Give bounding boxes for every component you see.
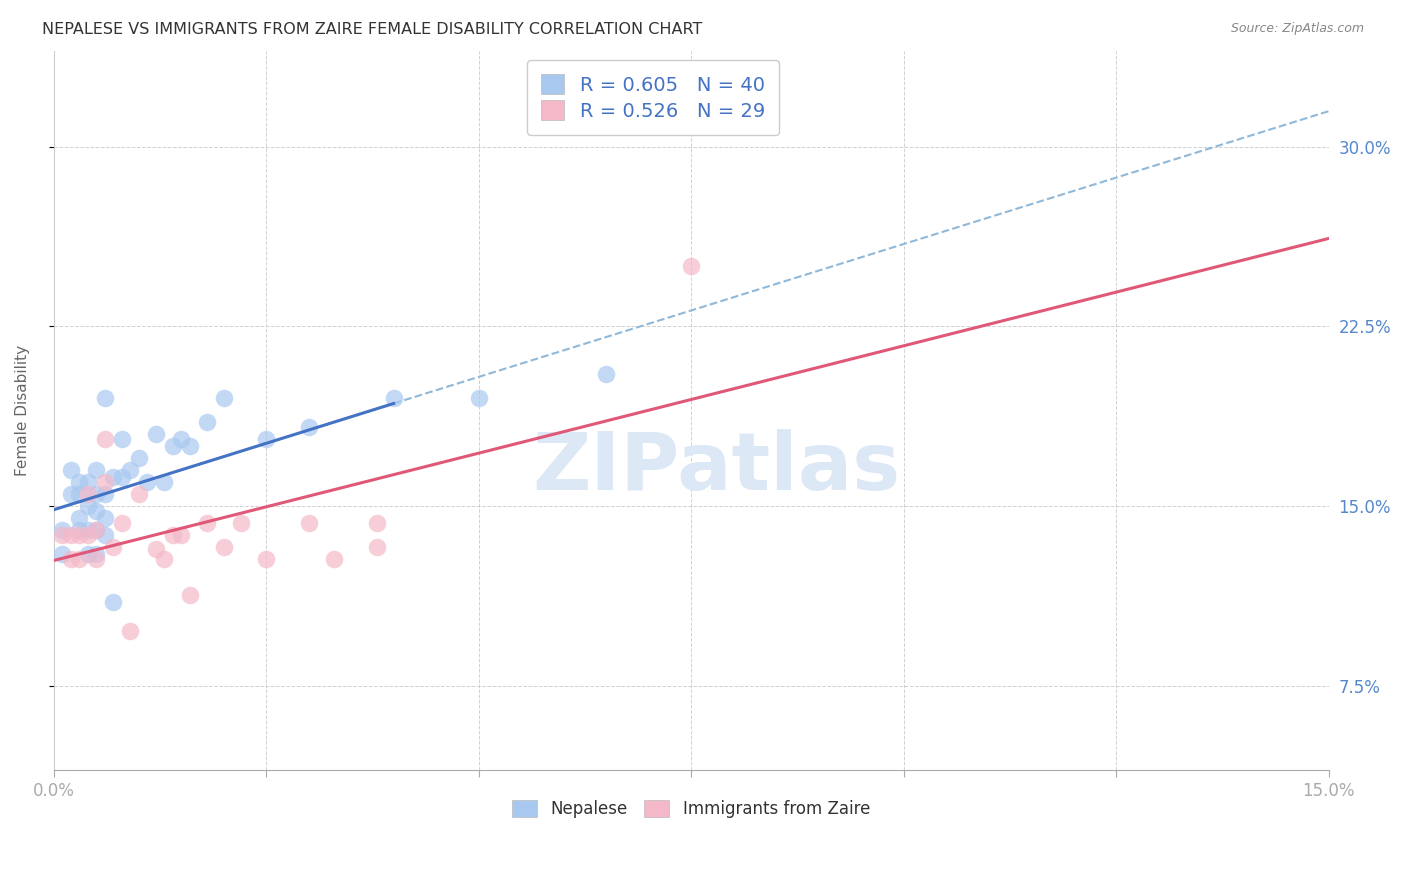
Point	[101, 470, 124, 484]
Point	[145, 542, 167, 557]
Point	[51, 547, 73, 561]
Point	[229, 516, 252, 530]
Point	[84, 463, 107, 477]
Point	[93, 487, 115, 501]
Point	[51, 528, 73, 542]
Point	[323, 552, 346, 566]
Point	[84, 504, 107, 518]
Point	[84, 547, 107, 561]
Point	[110, 470, 132, 484]
Point	[145, 427, 167, 442]
Point	[59, 552, 82, 566]
Point	[298, 516, 321, 530]
Point	[170, 432, 193, 446]
Point	[195, 415, 218, 429]
Point	[76, 547, 98, 561]
Point	[67, 487, 90, 501]
Point	[84, 487, 107, 501]
Text: NEPALESE VS IMMIGRANTS FROM ZAIRE FEMALE DISABILITY CORRELATION CHART: NEPALESE VS IMMIGRANTS FROM ZAIRE FEMALE…	[42, 22, 703, 37]
Point	[59, 487, 82, 501]
Point	[67, 475, 90, 490]
Text: Source: ZipAtlas.com: Source: ZipAtlas.com	[1230, 22, 1364, 36]
Point	[67, 511, 90, 525]
Point	[195, 516, 218, 530]
Point	[93, 392, 115, 406]
Point	[93, 528, 115, 542]
Point	[59, 528, 82, 542]
Point	[467, 392, 489, 406]
Point	[93, 511, 115, 525]
Point	[101, 595, 124, 609]
Point	[84, 523, 107, 537]
Point	[76, 487, 98, 501]
Point	[110, 516, 132, 530]
Point	[101, 540, 124, 554]
Point	[76, 523, 98, 537]
Point	[76, 500, 98, 514]
Point	[51, 523, 73, 537]
Point	[254, 552, 277, 566]
Point	[254, 432, 277, 446]
Point	[128, 487, 150, 501]
Point	[84, 523, 107, 537]
Legend: Nepalese, Immigrants from Zaire: Nepalese, Immigrants from Zaire	[503, 791, 879, 826]
Point	[366, 516, 388, 530]
Point	[595, 368, 617, 382]
Point	[170, 528, 193, 542]
Point	[382, 392, 405, 406]
Point	[366, 540, 388, 554]
Text: ZIPatlas: ZIPatlas	[533, 429, 901, 507]
Point	[59, 463, 82, 477]
Point	[153, 552, 176, 566]
Point	[153, 475, 176, 490]
Point	[120, 463, 142, 477]
Point	[179, 588, 201, 602]
Point	[212, 540, 235, 554]
Y-axis label: Female Disability: Female Disability	[15, 345, 30, 476]
Point	[179, 439, 201, 453]
Point	[93, 432, 115, 446]
Point	[162, 528, 184, 542]
Point	[128, 451, 150, 466]
Point	[67, 528, 90, 542]
Point	[298, 420, 321, 434]
Point	[67, 552, 90, 566]
Point	[136, 475, 159, 490]
Point	[212, 392, 235, 406]
Point	[110, 432, 132, 446]
Point	[67, 523, 90, 537]
Point	[76, 528, 98, 542]
Point	[76, 475, 98, 490]
Point	[681, 260, 703, 274]
Point	[162, 439, 184, 453]
Point	[120, 624, 142, 638]
Point	[84, 552, 107, 566]
Point	[93, 475, 115, 490]
